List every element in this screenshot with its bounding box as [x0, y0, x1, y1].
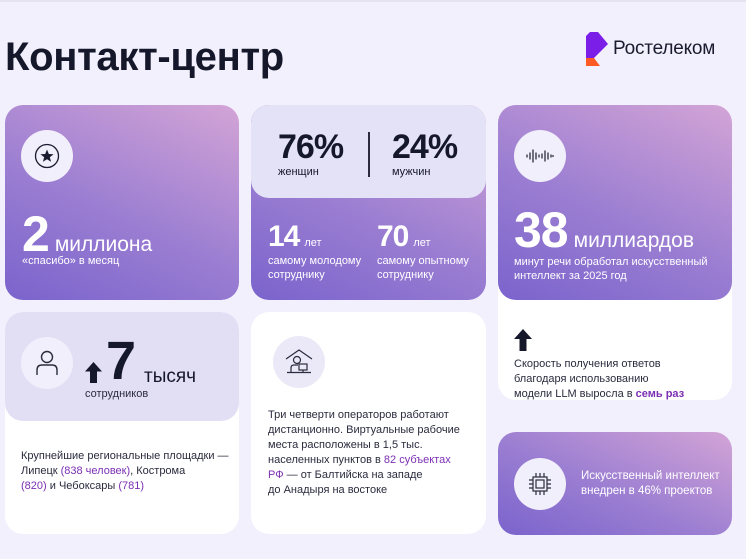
speech-caption-2: интеллект за 2025 год [514, 270, 627, 282]
kostroma-label: , Кострома [130, 465, 186, 477]
speech-unit: миллиардов [573, 229, 694, 252]
home-office-icon [285, 349, 313, 374]
speech-caption-1: минут речи обработал искусственный [514, 256, 708, 268]
llm-highlight: семь раз [635, 388, 685, 400]
remote-line-3: места расположены в 1,5 тыс. [268, 439, 423, 451]
youngest-caption-1: самому молодому [268, 255, 362, 267]
women-label: женщин [278, 166, 319, 178]
oldest-unit: лет [413, 237, 431, 249]
employees-unit: тысяч [144, 366, 197, 387]
remote-line-5-text: — от Балтийска на западе [283, 469, 423, 481]
llm-line-1: Скорость получения ответов [514, 358, 661, 370]
speech-value: 38 [514, 202, 569, 258]
oldest-caption-1: самому опытному [377, 255, 469, 267]
men-pct: 24% [392, 128, 458, 166]
cheboksary-count: (781) [118, 480, 145, 492]
speech-card: 38 миллиардов минут речи обработал искус… [498, 105, 732, 300]
regional-sites-text: Крупнейшие региональные площадки — Липец… [21, 449, 236, 494]
soundwave-icon [526, 149, 554, 163]
regional-line-3: (820) и Чебоксары (781) [21, 479, 236, 494]
arrow-up-icon [514, 329, 532, 351]
thanks-card: 2 миллиона «спасибо» в месяц [5, 105, 239, 300]
soundwave-icon-badge [514, 130, 566, 182]
women-pct: 76% [278, 128, 344, 166]
youngest-stat: 14 лет самому молодому сотруднику [268, 222, 361, 282]
person-icon-badge [21, 337, 73, 389]
llm-line-3-text: модели LLM выросла в [514, 388, 636, 400]
lipetsk-label: Липецк [21, 465, 61, 477]
remote-work-text: Три четверти операторов работают дистанц… [268, 408, 483, 498]
employees-panel: 7 тысяч сотрудников [5, 312, 239, 421]
oldest-stat: 70 лет самому опытному сотруднику [377, 222, 469, 282]
remote-line-2: дистанционно. Виртуальные рабочие [268, 424, 460, 436]
star-icon [34, 143, 60, 169]
brand-name: Ростелеком [613, 38, 716, 59]
oldest-value: 70 [377, 220, 409, 253]
star-icon-badge [21, 130, 73, 182]
speech-stat: 38 миллиардов [514, 205, 694, 255]
person-icon [36, 350, 58, 375]
youngest-unit: лет [304, 237, 322, 249]
llm-text: Скорость получения ответов благодаря исп… [514, 357, 724, 400]
top-border [0, 0, 746, 2]
arrow-up-icon [85, 362, 102, 383]
lipetsk-count: (838 человек) [60, 465, 131, 477]
ai-line-1: Искусственный интеллект [581, 470, 720, 482]
thanks-caption: «спасибо» в месяц [22, 255, 120, 267]
country-label: РФ [268, 469, 284, 481]
llm-card: Скорость получения ответов благодаря исп… [498, 285, 732, 400]
kostroma-count: (820) [21, 480, 47, 492]
llm-line-3: модели LLM выросла в семь раз [514, 387, 724, 400]
men-label: мужчин [392, 166, 431, 178]
remote-line-1: Три четверти операторов работают [268, 409, 449, 421]
women-stat: 76% женщин [278, 128, 344, 178]
gender-panel: 76% женщин 24% мужчин [251, 105, 486, 198]
divider [368, 132, 370, 177]
demographics-card: 76% женщин 24% мужчин 14 лет самому моло… [251, 105, 486, 300]
regional-line-1: Крупнейшие региональные площадки — [21, 450, 229, 462]
employees-value: 7 [106, 331, 136, 391]
employees-caption: сотрудников [85, 388, 149, 400]
remote-work-card: Три четверти операторов работают дистанц… [251, 312, 486, 534]
thanks-value: 2 [22, 206, 50, 262]
llm-line-2: благодаря использованию [514, 373, 649, 385]
ai-projects-text: Искусственный интеллект внедрен в 46% пр… [581, 469, 720, 499]
page-title: Контакт-центр [5, 35, 284, 79]
chip-icon [529, 473, 551, 495]
employees-card: 7 тысяч сотрудников Крупнейшие региональ… [5, 312, 239, 534]
thanks-stat: 2 миллиона [22, 209, 152, 259]
remote-line-5: РФ — от Балтийска на западе [268, 468, 483, 483]
rostelecom-logo-icon [586, 32, 608, 66]
remote-line-4: населенных пунктов в 82 субъектах [268, 453, 483, 468]
men-stat: 24% мужчин [392, 128, 458, 178]
youngest-caption-2: сотруднику [268, 269, 325, 281]
remote-line-6: до Анадыря на востоке [268, 484, 388, 496]
home-office-icon-badge [273, 336, 325, 388]
cheboksary-label: и Чебоксары [46, 480, 119, 492]
chip-icon-badge [514, 458, 566, 510]
speech-caption: минут речи обработал искусственный интел… [514, 255, 708, 283]
thanks-unit: миллиона [54, 233, 153, 256]
remote-line-4-text: населенных пунктов в [268, 454, 384, 466]
regional-line-2: Липецк (838 человек), Кострома [21, 464, 236, 479]
ai-line-2: внедрен в 46% проектов [581, 485, 713, 497]
ai-projects-card: Искусственный интеллект внедрен в 46% пр… [498, 432, 732, 535]
regions-count: 82 субъектах [383, 454, 451, 466]
oldest-caption-2: сотруднику [377, 269, 434, 281]
brand-logo: Ростелеком [586, 32, 715, 66]
youngest-value: 14 [268, 220, 300, 253]
